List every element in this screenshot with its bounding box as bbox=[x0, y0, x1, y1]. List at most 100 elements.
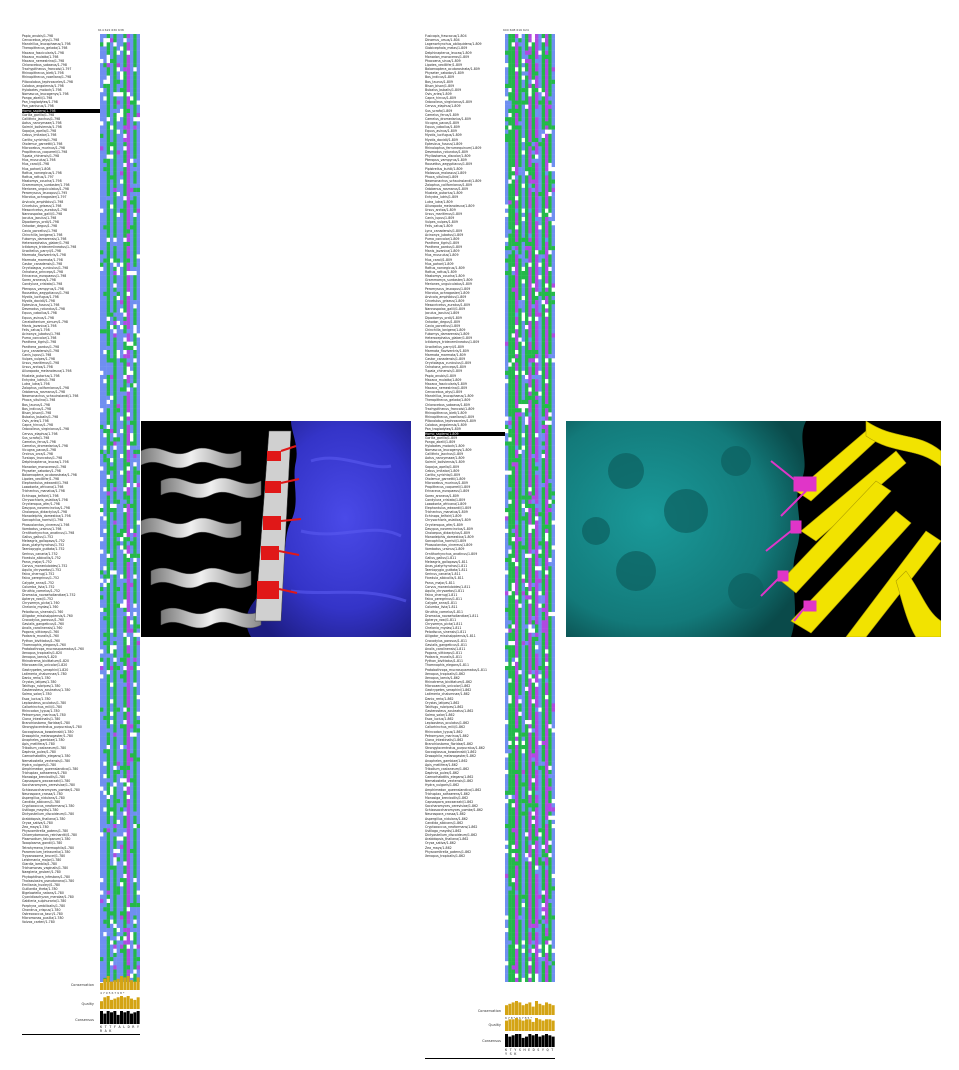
alignment-cell bbox=[515, 416, 519, 421]
sequence-name: Parus_major/1-752 bbox=[22, 559, 52, 564]
alignment-cell bbox=[116, 171, 121, 176]
alignment-cell bbox=[123, 728, 127, 733]
alignment-cell bbox=[116, 113, 121, 118]
alignment-cell bbox=[525, 374, 529, 380]
alignment-cell bbox=[511, 948, 516, 954]
alignment-cell bbox=[508, 728, 512, 733]
alignment-cell bbox=[528, 666, 532, 671]
alignment-cell bbox=[113, 63, 117, 68]
sequence-name: Candida_albicans/1-862 bbox=[425, 820, 464, 825]
alignment-cell bbox=[113, 221, 117, 226]
alignment-cell bbox=[130, 886, 134, 891]
alignment-cell bbox=[130, 279, 134, 284]
alignment-cell bbox=[100, 886, 104, 891]
alignment-cell bbox=[113, 441, 117, 446]
alignment-cell bbox=[521, 616, 526, 621]
alignment-cell bbox=[120, 449, 124, 455]
alignment-cell bbox=[136, 819, 140, 825]
alignment-cell bbox=[110, 291, 114, 297]
alignment-cell bbox=[511, 495, 516, 500]
alignment-cell bbox=[103, 707, 107, 712]
alignment-cell bbox=[528, 395, 532, 401]
alignment-cell bbox=[518, 167, 522, 172]
sequence-name: Sorex_araneus/1-809 bbox=[425, 493, 459, 498]
alignment-cell bbox=[120, 532, 124, 538]
alignment-cell bbox=[110, 965, 114, 970]
alignment-cell bbox=[511, 803, 516, 808]
alignment-cell bbox=[521, 370, 526, 376]
alignment-cell bbox=[116, 412, 121, 417]
alignment-cell bbox=[133, 927, 137, 933]
alignment-cell bbox=[505, 75, 509, 80]
alignment-cell bbox=[505, 162, 509, 168]
alignment-cell bbox=[133, 957, 137, 962]
alignment-cell bbox=[525, 412, 529, 417]
alignment-cell bbox=[505, 100, 509, 105]
alignment-cell bbox=[120, 765, 124, 771]
alignment-cell bbox=[521, 391, 526, 396]
sequence-name: Neurospora_crassa/1-780 bbox=[22, 791, 63, 796]
sequence-name: Python_bivittatus/1-760 bbox=[22, 638, 61, 643]
alignment-cell bbox=[518, 196, 522, 201]
alignment-cell bbox=[113, 745, 117, 750]
alignment-cell bbox=[508, 882, 512, 887]
alignment-cell bbox=[113, 437, 117, 442]
alignment-cell bbox=[515, 167, 519, 172]
alignment-cell bbox=[511, 703, 516, 708]
alignment-cell bbox=[130, 819, 134, 825]
alignment-cell bbox=[116, 720, 121, 725]
alignment-cell bbox=[521, 707, 526, 712]
alignment-cell bbox=[100, 894, 104, 900]
alignment-cell bbox=[515, 96, 519, 101]
alignment-cell bbox=[123, 919, 127, 924]
alignment-cell bbox=[508, 142, 512, 147]
alignment-cell bbox=[103, 557, 107, 563]
alignment-cell bbox=[515, 158, 519, 164]
alignment-cell bbox=[116, 212, 121, 218]
sequence-name: Rattus_norvegicus/1-798 bbox=[22, 170, 62, 175]
alignment-cell bbox=[521, 54, 526, 60]
alignment-cell bbox=[525, 241, 529, 247]
sequence-name: Macaca_mulatta/1-798 bbox=[22, 54, 59, 59]
alignment-cell bbox=[518, 187, 522, 193]
alignment-cell bbox=[100, 275, 104, 280]
alignment-cell bbox=[515, 495, 519, 500]
alignment-cell bbox=[528, 216, 532, 222]
alignment-cell bbox=[508, 358, 512, 363]
alignment-cell bbox=[515, 325, 519, 330]
alignment-cell bbox=[113, 474, 117, 480]
alignment-cell bbox=[106, 88, 111, 93]
alignment-cell bbox=[528, 645, 532, 650]
alignment-cell bbox=[525, 133, 529, 139]
alignment-cell bbox=[525, 337, 529, 342]
alignment-cell bbox=[505, 520, 509, 525]
alignment-cell bbox=[113, 611, 117, 617]
alignment-cell bbox=[130, 237, 134, 243]
alignment-cell bbox=[126, 212, 131, 218]
alignment-cell bbox=[518, 736, 522, 742]
alignment-cell bbox=[130, 699, 134, 704]
alignment-cell bbox=[103, 861, 107, 866]
alignment-cell bbox=[525, 603, 529, 608]
alignment-cell bbox=[515, 312, 519, 317]
alignment-cell bbox=[521, 819, 526, 825]
alignment-cell bbox=[528, 287, 532, 292]
alignment-cell bbox=[110, 121, 114, 126]
alignment-cell bbox=[103, 936, 107, 941]
alignment-cell bbox=[133, 761, 137, 766]
alignment-cell bbox=[518, 38, 522, 43]
alignment-cell bbox=[110, 794, 114, 800]
alignment-cell bbox=[120, 133, 124, 139]
alignment-cell bbox=[528, 595, 532, 600]
alignment-cell bbox=[521, 279, 526, 284]
sequence-name: Mesocricetus_auratus/1-798 bbox=[22, 207, 68, 212]
alignment-cell bbox=[521, 449, 526, 455]
alignment-cell bbox=[518, 458, 522, 463]
alignment-cell bbox=[525, 711, 529, 717]
alignment-cell bbox=[103, 628, 107, 633]
alignment-cell bbox=[133, 778, 137, 783]
alignment-cell bbox=[130, 952, 134, 958]
sequence-name: Puma_concolor/1-809 bbox=[425, 236, 460, 241]
alignment-cell bbox=[106, 794, 111, 800]
alignment-cell bbox=[116, 125, 121, 130]
